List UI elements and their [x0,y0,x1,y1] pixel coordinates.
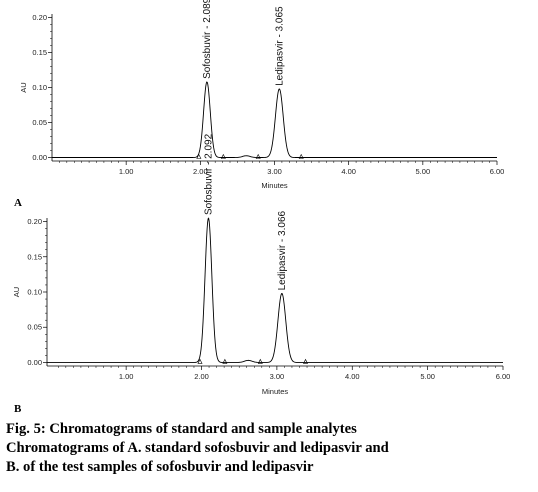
x-tick-label: 1.00 [119,167,134,176]
panel-letter: A [14,197,22,209]
y-tick-label: 0.20 [27,217,42,226]
integration-marker [197,358,203,364]
x-tick-label: 2.00 [193,167,208,176]
x-tick-label: 5.00 [416,167,431,176]
integration-marker [220,153,226,159]
signal-trace [47,217,503,363]
y-axis-title: AU [12,287,21,297]
x-tick-label: 2.00 [194,372,209,381]
x-tick-label: 6.00 [496,372,511,381]
y-tick-label: 0.05 [32,118,47,127]
integration-marker [303,358,309,364]
figure-caption: Fig. 5: Chromatograms of standard and sa… [6,420,536,477]
x-tick-label: 1.00 [119,372,134,381]
y-tick-label: 0.15 [27,252,42,261]
y-tick-label: 0.00 [32,153,47,162]
x-tick-label: 3.00 [267,167,282,176]
x-tick-label: 3.00 [270,372,285,381]
integration-marker [257,358,263,364]
x-axis-title: Minutes [262,387,289,396]
caption-line-3: B. of the test samples of sofosbuvir and… [6,459,314,475]
peak-label: Sofosbuvir - 2.092 [203,133,214,215]
caption-line-2: Chromatograms of A. standard sofosbuvir … [6,440,389,456]
x-tick-label: 4.00 [341,167,356,176]
peak-label: Ledipasvir - 3.065 [274,6,285,86]
x-tick-label: 5.00 [420,372,435,381]
y-axis-title: AU [19,82,28,92]
integration-marker [222,358,228,364]
chromatogram-panel-a: 0.00 0.05 0.10 0.15 0.20 1.00 2.00 3.00 4.00 5.00… [14,0,504,209]
caption-title: Fig. 5: Chromatograms of standard and sa… [6,421,357,437]
x-tick-label: 4.00 [345,372,360,381]
peak-label: Sofosbuvir - 2.089 [202,0,213,79]
x-axis-title: Minutes [261,181,288,190]
integration-marker [298,153,304,159]
y-tick-label: 0.00 [27,358,42,367]
peak-label: Ledipasvir - 3.066 [277,210,288,290]
chromatogram-panel-b: 0.00 0.05 0.10 0.15 0.20 1.00 2.00 3.00 4.00 5.00… [12,133,510,415]
y-tick-label: 0.15 [32,48,47,57]
panel-letter: B [14,403,22,415]
y-tick-label: 0.10 [27,288,42,297]
y-tick-label: 0.05 [27,323,42,332]
y-tick-label: 0.20 [32,13,47,22]
integration-marker [196,153,202,159]
y-tick-label: 0.10 [32,83,47,92]
signal-trace [52,81,497,158]
integration-marker [255,153,261,159]
x-tick-label: 6.00 [490,167,505,176]
